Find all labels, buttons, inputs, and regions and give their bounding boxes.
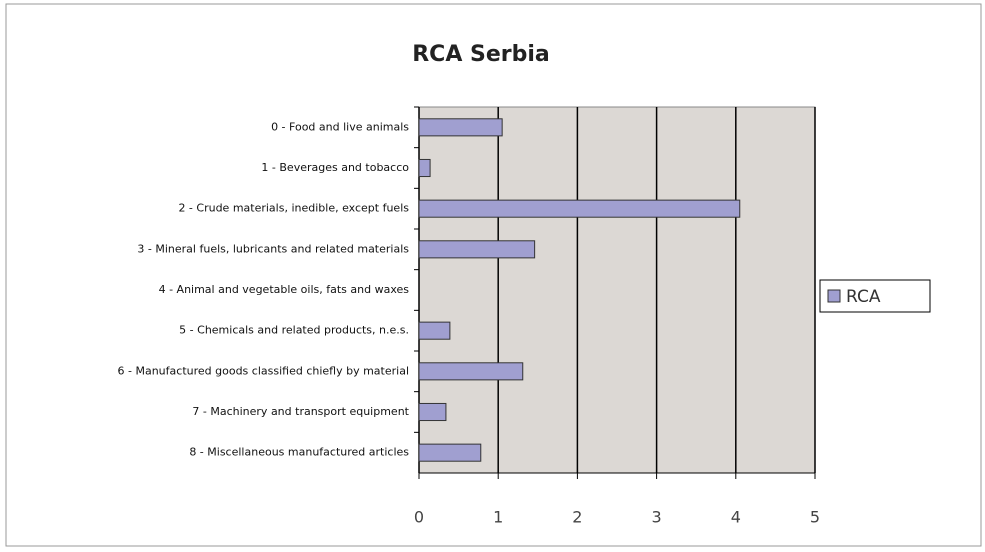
bar — [418, 443, 482, 462]
x-tick-label: 0 — [414, 508, 424, 527]
y-tick-label: 7 - Machinery and transport equipment — [192, 405, 409, 418]
bar — [418, 158, 431, 178]
legend-swatch — [827, 289, 841, 303]
y-tick-label: 2 - Crude materials, inedible, except fu… — [178, 202, 409, 215]
y-tick-label: 4 - Animal and vegetable oils, fats and … — [159, 283, 410, 296]
y-tick-label: 5 - Chemicals and related products, n.e.… — [179, 324, 409, 337]
x-tick-label: 2 — [572, 508, 582, 527]
y-tick-label: 1 - Beverages and tobacco — [261, 161, 409, 174]
x-tick-label: 1 — [493, 508, 503, 527]
x-tick-label: 4 — [731, 508, 741, 527]
legend-label: RCA — [846, 287, 881, 307]
chart-title: RCA Serbia — [412, 42, 550, 67]
bar — [418, 362, 524, 381]
bar — [418, 199, 741, 218]
bar — [418, 321, 451, 340]
legend-box — [819, 279, 931, 313]
bar — [418, 240, 536, 259]
y-tick-label: 8 - Miscellaneous manufactured articles — [189, 446, 409, 459]
bar — [418, 402, 447, 422]
plot-area — [418, 106, 816, 474]
y-tick-label: 6 - Manufactured goods classified chiefl… — [118, 364, 409, 377]
bar — [418, 118, 503, 137]
x-tick-label: 3 — [652, 508, 662, 527]
y-tick-label: 3 - Mineral fuels, lubricants and relate… — [137, 242, 409, 255]
y-tick-label: 0 - Food and live animals — [271, 120, 409, 133]
x-tick-label: 5 — [810, 508, 820, 527]
